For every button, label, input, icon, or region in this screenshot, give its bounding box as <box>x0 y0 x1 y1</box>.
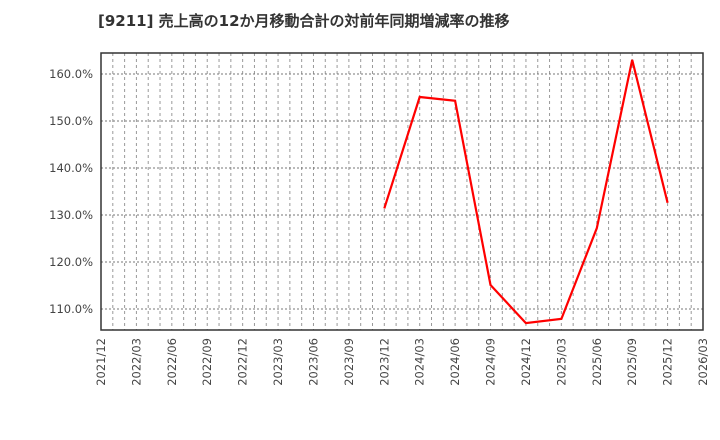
x-tick-label: 2026/03 <box>696 338 710 386</box>
y-tick-label: 140.0% <box>49 161 93 175</box>
series-line <box>383 59 669 325</box>
plot-frame <box>100 52 704 331</box>
x-tick-label: 2024/09 <box>484 338 498 386</box>
x-tick-label: 2024/12 <box>519 338 533 386</box>
y-tick-label: 150.0% <box>49 114 93 128</box>
x-tick-label: 2022/03 <box>129 338 143 386</box>
x-tick-label: 2022/06 <box>165 338 179 386</box>
x-tick-label: 2024/03 <box>413 338 427 386</box>
y-tick-label: 120.0% <box>49 255 93 269</box>
y-tick-label: 130.0% <box>49 208 93 222</box>
x-tick-label: 2023/03 <box>271 338 285 386</box>
gridlines <box>101 53 703 330</box>
x-tick-label: 2023/09 <box>342 338 356 386</box>
x-tick-label: 2022/12 <box>236 338 250 386</box>
x-tick-label: 2023/12 <box>377 338 391 386</box>
x-tick-label: 2023/06 <box>306 338 320 386</box>
x-tick-label: 2022/09 <box>200 338 214 386</box>
y-tick-label: 110.0% <box>49 302 93 316</box>
x-tick-label: 2025/09 <box>625 338 639 386</box>
x-tick-label: 2021/12 <box>94 338 108 386</box>
x-tick-label: 2025/06 <box>590 338 604 386</box>
chart-title: [9211] 売上高の12か月移動合計の対前年同期増減率の推移 <box>98 12 510 30</box>
x-tick-label: 2025/12 <box>661 338 675 386</box>
y-tick-label: 160.0% <box>49 67 93 81</box>
x-tick-label: 2025/03 <box>554 338 568 386</box>
x-tick-label: 2024/06 <box>448 338 462 386</box>
